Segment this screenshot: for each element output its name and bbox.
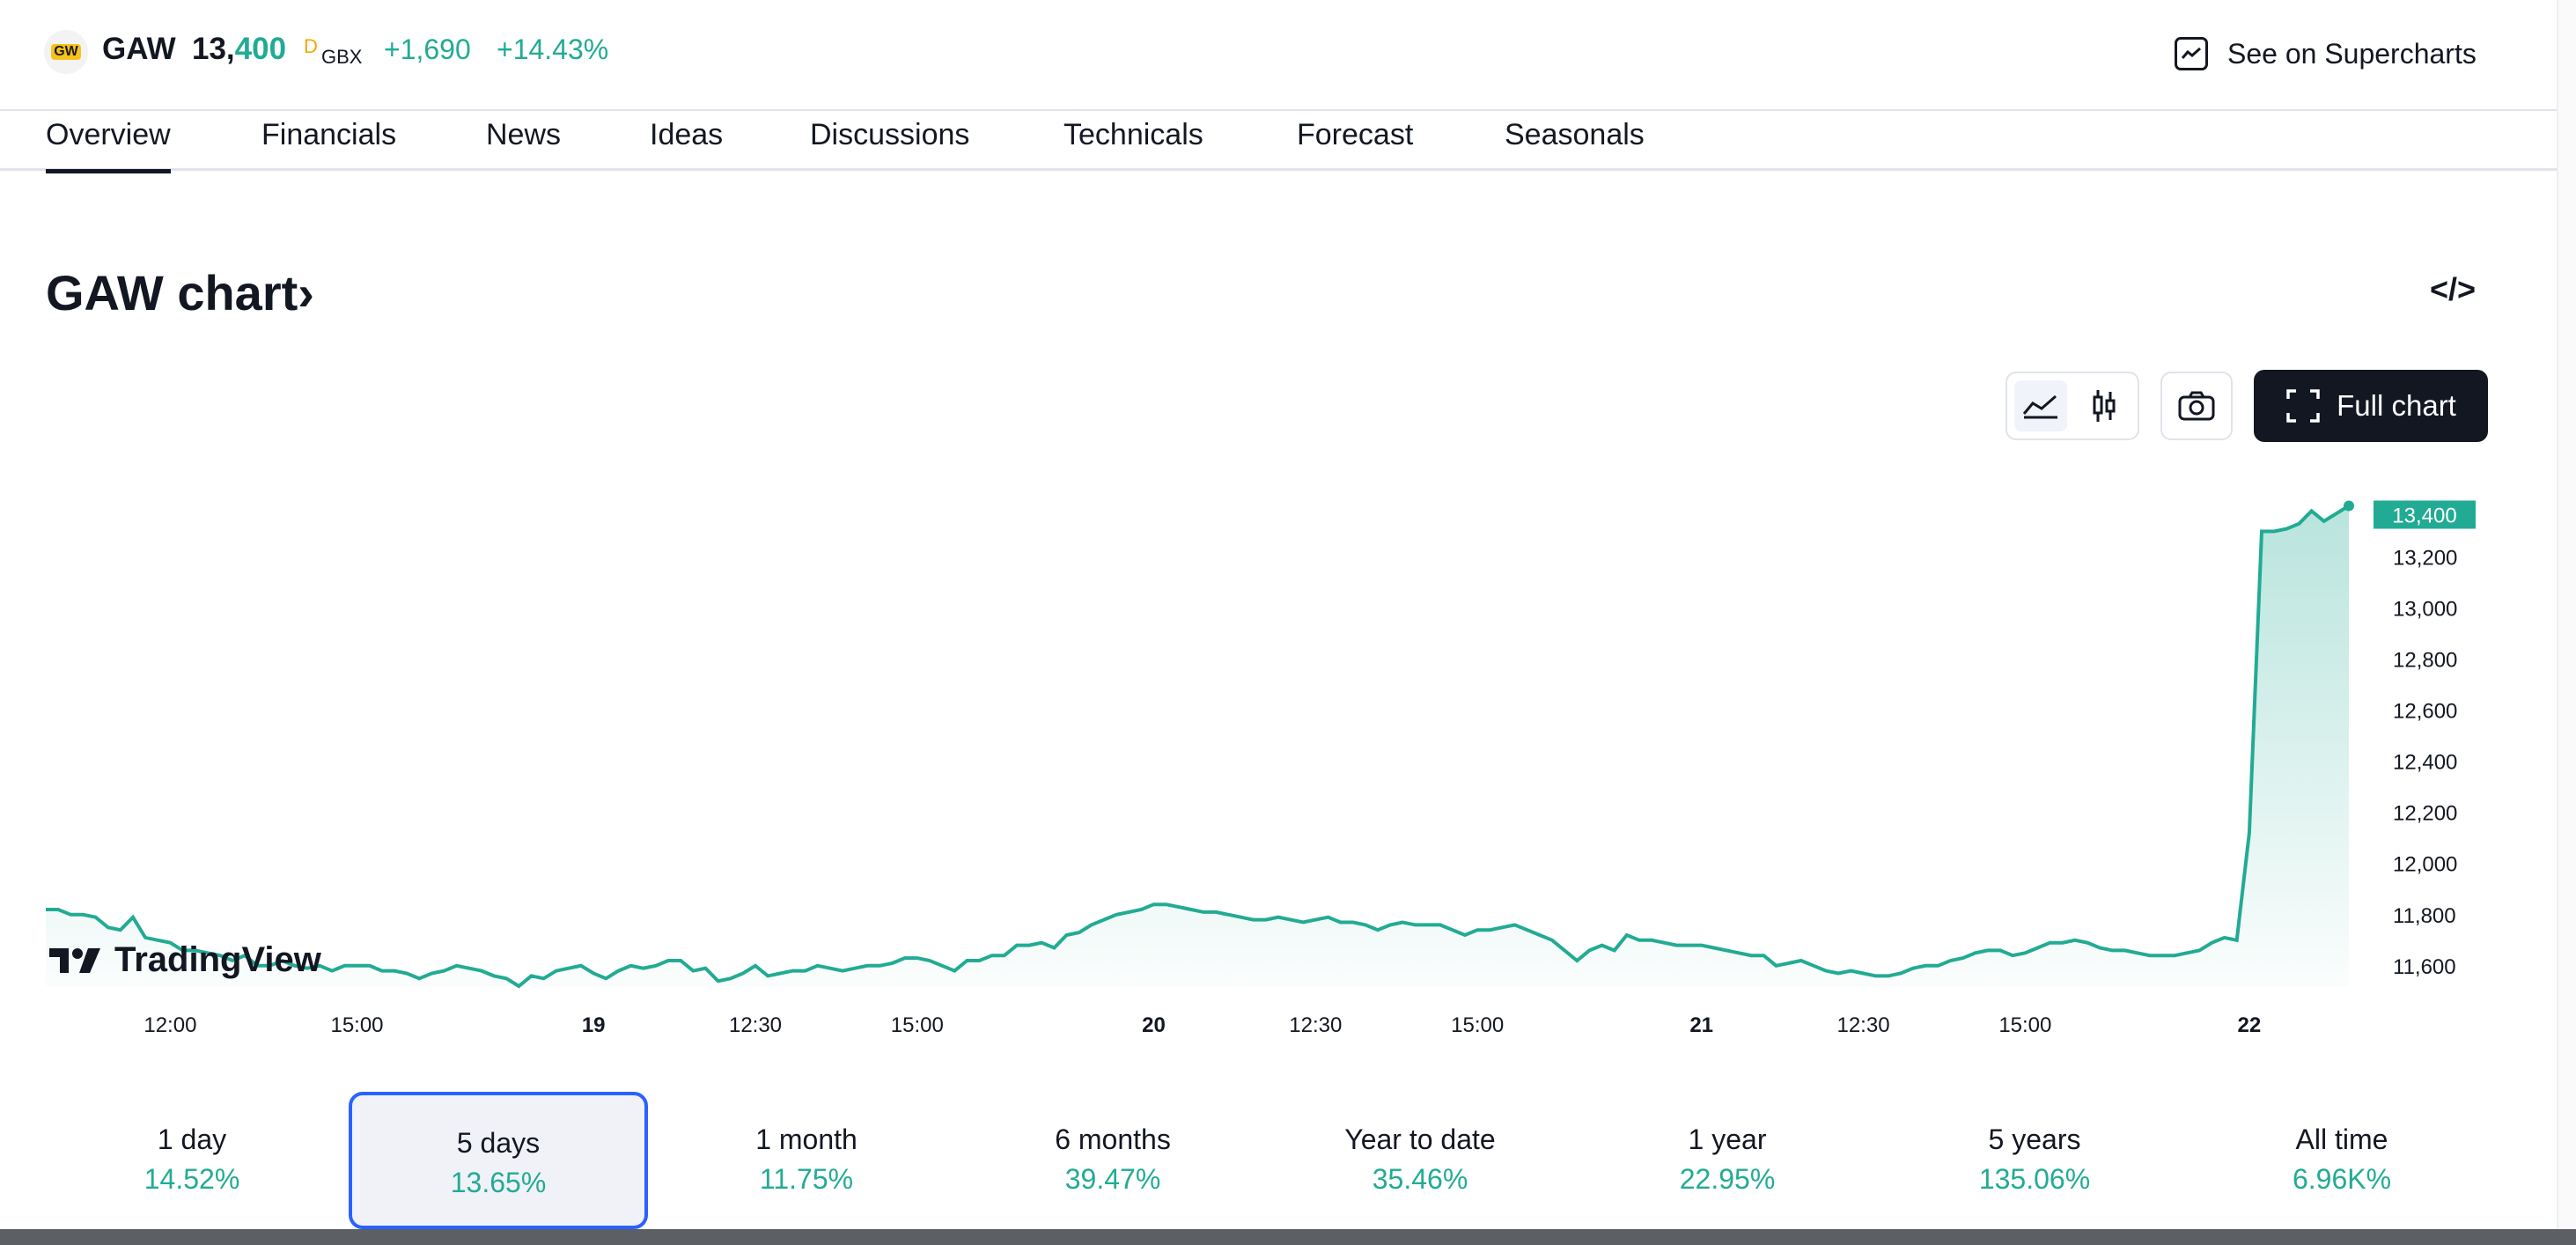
tab-financials[interactable]: Financials xyxy=(261,118,397,151)
fullscreen-icon xyxy=(2286,389,2320,423)
tab-news[interactable]: News xyxy=(486,118,562,151)
y-axis-tick-label: 12,800 xyxy=(2393,649,2457,673)
see-on-supercharts-button[interactable]: See on Supercharts xyxy=(2175,30,2477,77)
x-axis-tick-label: 21 xyxy=(1689,1013,1713,1037)
period-label: 5 years xyxy=(1988,1123,2081,1155)
period-1-year[interactable]: 1 year 22.95% xyxy=(1578,1092,1877,1229)
current-price-label: 13,400 xyxy=(2392,505,2456,528)
price-change: +1,690 xyxy=(384,33,471,65)
last-price-point xyxy=(2344,500,2354,512)
y-axis-tick-label: 13,000 xyxy=(2393,598,2457,622)
full-chart-label: Full chart xyxy=(2337,389,2456,422)
chart-style-switcher xyxy=(2006,372,2139,440)
period-1-day[interactable]: 1 day 14.52% xyxy=(42,1092,342,1229)
period-label: Year to date xyxy=(1344,1123,1496,1155)
price-suffix: D xyxy=(304,35,318,57)
period-label: 1 month xyxy=(755,1123,857,1155)
supercharts-label: See on Supercharts xyxy=(2227,37,2477,70)
period-value: 11.75% xyxy=(759,1163,854,1195)
period-label: 6 months xyxy=(1055,1123,1171,1155)
x-axis-tick-label: 15:00 xyxy=(891,1013,944,1037)
period-value: 22.95% xyxy=(1679,1163,1776,1195)
tab-technicals[interactable]: Technicals xyxy=(1064,118,1203,151)
period-all-time[interactable]: All time 6.96K% xyxy=(2192,1092,2491,1229)
period-label: 5 days xyxy=(456,1127,541,1159)
period-value: 39.47% xyxy=(1064,1163,1161,1195)
price-chart[interactable]: 13,200 13,000 12,800 12,600 12,400 12,200 12,0… xyxy=(46,475,2493,1057)
y-axis-tick-label: 12,200 xyxy=(2393,802,2457,826)
price-change-percent: +14.43% xyxy=(497,33,609,65)
candles-chart-icon[interactable] xyxy=(2078,380,2131,431)
y-axis-tick-label: 12,600 xyxy=(2393,700,2457,724)
price-area-fill xyxy=(46,505,2349,986)
tradingview-wordmark: TradingView xyxy=(114,940,321,979)
x-axis-tick-label: 20 xyxy=(1142,1013,1166,1037)
tab-overview[interactable]: Overview xyxy=(46,118,171,173)
period-label: All time xyxy=(2295,1123,2388,1155)
x-axis-tick-label: 15:00 xyxy=(1451,1013,1504,1037)
chart-title-link[interactable]: GAW chart› xyxy=(46,264,314,321)
tab-seasonals[interactable]: Seasonals xyxy=(1505,118,1645,151)
x-axis-tick-label: 15:00 xyxy=(1998,1013,2051,1037)
chevron-right-icon: › xyxy=(298,265,314,320)
last-price: 13,400 xyxy=(192,32,286,67)
y-axis-tick-label: 11,600 xyxy=(2393,955,2456,979)
current-price-badge xyxy=(2374,500,2476,529)
embed-code-icon[interactable]: </> xyxy=(2430,271,2477,307)
x-axis-tick-label: 22 xyxy=(2238,1013,2262,1037)
logo-text: GW xyxy=(51,44,81,60)
period-value: 13.65% xyxy=(450,1167,547,1198)
period-value: 14.52% xyxy=(144,1163,240,1195)
period-5-days[interactable]: 5 days 13.65% xyxy=(349,1092,648,1229)
period-value: 135.06% xyxy=(1978,1163,2091,1195)
x-axis-tick-label: 19 xyxy=(582,1013,606,1037)
area-chart-icon[interactable] xyxy=(2014,380,2067,431)
symbol-tabs: Overview Financials News Ideas Discussio… xyxy=(0,111,2557,173)
y-axis-tick-label: 12,000 xyxy=(2393,853,2457,877)
camera-icon[interactable] xyxy=(2160,372,2233,440)
period-value: 6.96K% xyxy=(2292,1163,2392,1195)
price-integer: 13, xyxy=(192,32,235,66)
full-chart-button[interactable]: Full chart xyxy=(2254,370,2488,442)
tab-forecast[interactable]: Forecast xyxy=(1297,118,1414,151)
taskbar-strip xyxy=(0,1229,2576,1245)
period-5-years[interactable]: 5 years 135.06% xyxy=(1885,1092,2184,1229)
x-axis-tick-label: 12:30 xyxy=(1289,1013,1342,1037)
period-year-to-date[interactable]: Year to date 35.46% xyxy=(1270,1092,1570,1229)
x-axis-tick-label: 12:30 xyxy=(729,1013,782,1037)
currency-label: GBX xyxy=(321,46,363,68)
x-axis-tick-label: 15:00 xyxy=(330,1013,383,1037)
chart-line-icon xyxy=(2175,37,2208,70)
price-line xyxy=(46,504,2351,989)
symbol-header: GW GAW 13,400 D GBX +1,690 +14.43% See o… xyxy=(0,0,2557,111)
tradingview-logo: TradingView xyxy=(49,940,321,980)
chart-title: GAW chart xyxy=(46,265,298,320)
tab-discussions[interactable]: Discussions xyxy=(810,118,970,151)
window-scroll-edge xyxy=(2557,0,2576,1229)
tradingview-icon xyxy=(49,947,100,973)
period-label: 1 day xyxy=(157,1123,227,1155)
company-logo: GW xyxy=(44,30,88,74)
period-value: 35.46% xyxy=(1372,1163,1468,1195)
period-1-month[interactable]: 1 month 11.75% xyxy=(657,1092,956,1229)
tab-ideas[interactable]: Ideas xyxy=(650,118,724,151)
period-label: 1 year xyxy=(1688,1123,1767,1155)
x-axis-tick-label: 12:00 xyxy=(144,1013,196,1037)
y-axis-tick-label: 11,800 xyxy=(2393,904,2456,928)
x-axis-tick-label: 12:30 xyxy=(1836,1013,1889,1037)
ticker-symbol: GAW xyxy=(102,32,176,66)
y-axis-tick-label: 12,400 xyxy=(2393,751,2457,775)
y-axis-tick-label: 13,200 xyxy=(2393,547,2457,571)
period-6-months[interactable]: 6 months 39.47% xyxy=(963,1092,1262,1229)
price-decimal: 400 xyxy=(234,32,287,66)
